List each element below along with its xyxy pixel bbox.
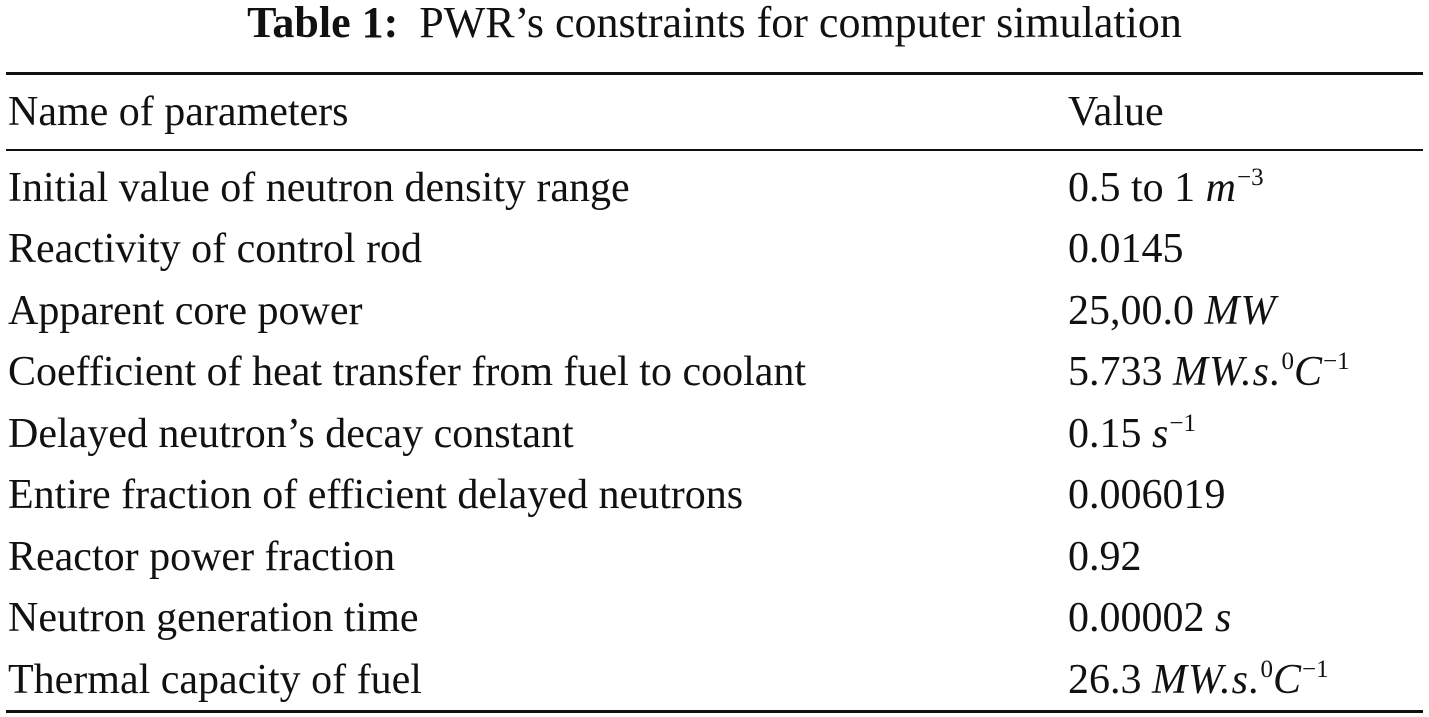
table-row: Thermal capacity of fuel 26.3 MW.s.0C−1 — [0, 655, 1429, 705]
unit: C — [1272, 657, 1302, 703]
unit: s — [1215, 595, 1233, 641]
value-number: 0.15 — [1068, 411, 1142, 457]
table-caption: PWR’s constraints for computer simulatio… — [419, 0, 1182, 47]
exponent: 0 — [1281, 348, 1294, 375]
parameter-name: Apparent core power — [8, 288, 363, 334]
unit: MW — [1204, 288, 1277, 334]
table-row: Delayed neutron’s decay constant 0.15 s−… — [0, 409, 1429, 459]
parameter-name: Entire fraction of efficient delayed neu… — [8, 472, 744, 518]
unit: m — [1205, 165, 1238, 211]
parameter-value: 0.0145 — [1068, 224, 1184, 274]
value-number: 5.733 — [1068, 349, 1163, 395]
table-row: Reactivity of control rod 0.0145 — [0, 224, 1429, 274]
unit: C — [1293, 349, 1323, 395]
parameter-value: 0.5 to 1 m−3 — [1068, 163, 1264, 219]
table-row: Initial value of neutron density range 0… — [0, 163, 1429, 213]
header-cell: Name of parameters — [8, 89, 349, 135]
exponent: −1 — [1322, 348, 1350, 375]
table-row: Reactor power fraction 0.92 — [0, 532, 1429, 582]
table-row: Coefficient of heat transfer from fuel t… — [0, 347, 1429, 397]
value-number: 0.92 — [1068, 534, 1142, 580]
parameter-value: 0.00002 s — [1068, 593, 1232, 643]
parameter-value: 0.92 — [1068, 532, 1142, 582]
exponent: −1 — [1301, 656, 1329, 683]
table-row: Entire fraction of efficient delayed neu… — [0, 470, 1429, 520]
parameter-value: 5.733 MW.s.0C−1 — [1068, 347, 1350, 403]
parameter-value: 0.15 s−1 — [1068, 409, 1196, 465]
parameter-value: 25,00.0 MW — [1068, 286, 1276, 336]
table-label: Table 1: — [247, 0, 399, 47]
parameter-name: Initial value of neutron density range — [8, 165, 630, 211]
value-number: 0.5 to 1 — [1068, 165, 1196, 211]
parameter-name: Thermal capacity of fuel — [8, 657, 422, 703]
table-title: Table 1: PWR’s constraints for computer … — [0, 0, 1429, 46]
value-number: 0.006019 — [1068, 472, 1226, 518]
unit: MW.s. — [1173, 349, 1282, 395]
bottom-rule — [6, 710, 1423, 713]
value-number: 26.3 — [1068, 657, 1142, 703]
parameter-name: Neutron generation time — [8, 595, 419, 641]
unit: MW.s. — [1152, 657, 1261, 703]
exponent: −3 — [1237, 164, 1264, 191]
parameter-value: 26.3 MW.s.0C−1 — [1068, 655, 1329, 711]
parameter-name: Reactor power fraction — [8, 534, 396, 580]
parameter-name: Reactivity of control rod — [8, 226, 423, 272]
parameter-name: Delayed neutron’s decay constant — [8, 411, 574, 457]
parameter-value: 0.006019 — [1068, 470, 1226, 520]
header-rule — [6, 149, 1423, 151]
exponent: 0 — [1260, 656, 1273, 683]
table-row: Neutron generation time 0.00002 s — [0, 593, 1429, 643]
value-number: 0.0145 — [1068, 226, 1184, 272]
parameter-name: Coefficient of heat transfer from fuel t… — [8, 349, 807, 395]
value-number: 0.00002 — [1068, 595, 1205, 641]
unit: s — [1152, 411, 1170, 457]
exponent: −1 — [1169, 410, 1196, 437]
value-number: 25,00.0 — [1068, 288, 1194, 334]
top-rule — [6, 72, 1423, 75]
header-cell: Value — [1068, 89, 1164, 135]
header-row: Name of parameters Value — [0, 87, 1429, 137]
table-row: Apparent core power 25,00.0 MW — [0, 286, 1429, 336]
